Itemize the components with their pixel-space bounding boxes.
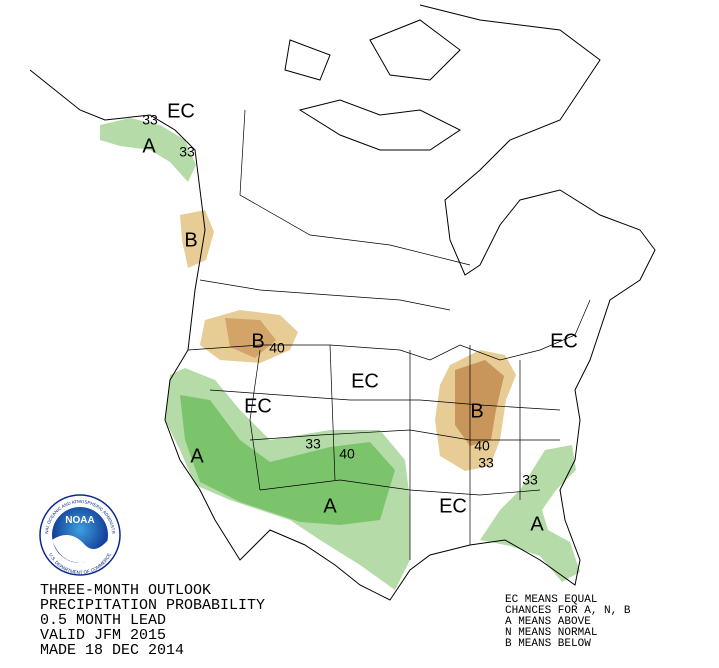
category-label: EC — [167, 100, 195, 122]
key-line: A MEANS ABOVE — [505, 616, 591, 628]
outlook-line: MADE 18 DEC 2014 — [40, 642, 184, 659]
category-label: B — [470, 400, 483, 422]
outlook-line: VALID JFM 2015 — [40, 627, 166, 644]
shading — [100, 118, 580, 590]
key-line: EC MEANS EQUAL — [505, 594, 597, 606]
category-label: A — [142, 135, 156, 157]
key-line: CHANCES FOR A, N, B — [505, 605, 631, 617]
category-label: A — [190, 445, 204, 467]
category-label: EC — [439, 495, 467, 517]
contour-label: 40 — [474, 438, 490, 454]
category-label: A — [530, 513, 544, 535]
contour-label: 33 — [179, 144, 195, 160]
contour-label: 33 — [305, 436, 321, 452]
category-label: EC — [244, 395, 272, 417]
outlook-line: 0.5 MONTH LEAD — [40, 612, 166, 629]
coastlines — [29, 4, 656, 601]
borders — [187, 109, 591, 560]
outlook-line: THREE-MONTH OUTLOOK — [40, 582, 211, 599]
contour-label: 33 — [522, 472, 538, 488]
contour-label: 40 — [339, 446, 355, 462]
contour-label: 40 — [269, 340, 285, 356]
category-label: B — [251, 330, 264, 352]
category-label: EC — [550, 330, 578, 352]
key-line: N MEANS NORMAL — [505, 627, 597, 639]
category-label: B — [184, 229, 197, 251]
outlook-line: PRECIPITATION PROBABILITY — [40, 597, 265, 614]
category-label: A — [323, 495, 337, 517]
logo-name: NOAA — [65, 515, 94, 526]
category-label: EC — [351, 370, 379, 392]
contour-label: 33 — [142, 112, 158, 128]
key-line: B MEANS BELOW — [505, 638, 591, 650]
contour-label: 33 — [478, 455, 494, 471]
